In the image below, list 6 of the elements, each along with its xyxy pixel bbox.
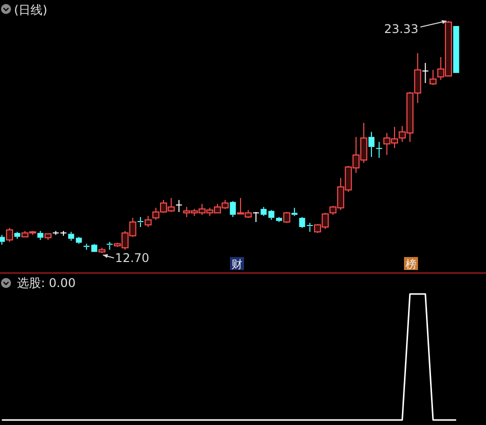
annotation: 12.70: [114, 251, 150, 265]
text: 财: [232, 258, 242, 271]
chart-title: 选股: 0.00: [17, 276, 76, 290]
annotation: 23.33: [384, 22, 418, 36]
text: 榜: [406, 258, 416, 271]
chart-title: (日线): [14, 3, 48, 17]
